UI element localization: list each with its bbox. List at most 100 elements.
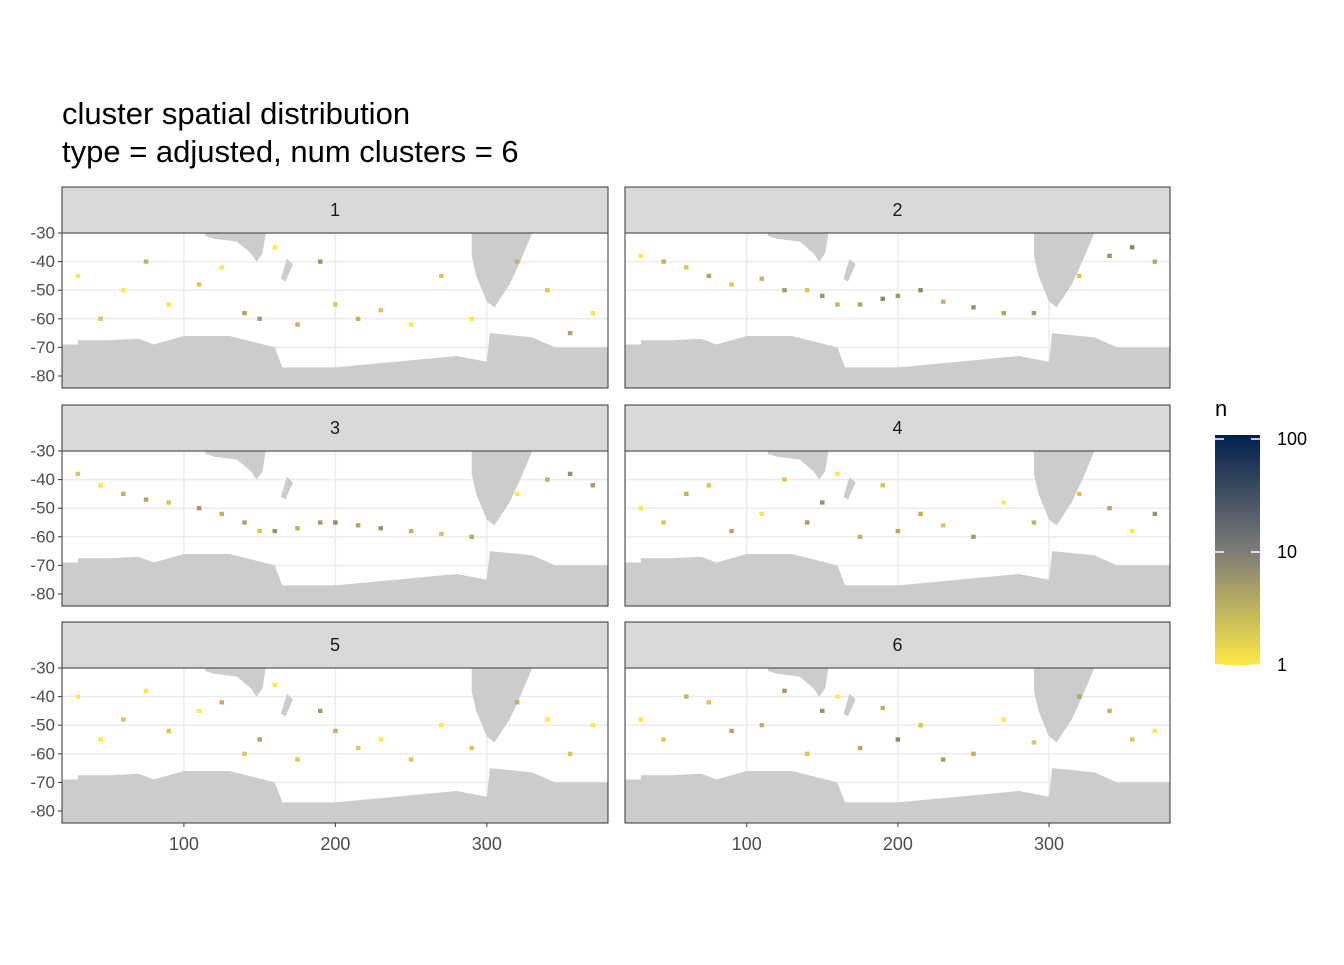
land	[625, 333, 1170, 388]
strip-label: 5	[330, 635, 340, 655]
tile	[75, 694, 81, 699]
colorbar-tick-label: 1	[1277, 655, 1287, 675]
panel-border	[61, 450, 609, 607]
x-tick-label: 200	[320, 834, 350, 854]
tile	[121, 717, 126, 722]
chart-subtitle: type = adjusted, num clusters = 6	[62, 134, 519, 169]
tile	[219, 511, 225, 517]
tile	[918, 511, 923, 517]
tile	[661, 259, 666, 264]
tile	[918, 288, 923, 293]
x-tick-label: 300	[1034, 834, 1064, 854]
tile	[242, 751, 247, 756]
tile	[98, 483, 103, 488]
chart-title: cluster spatial distribution	[62, 96, 410, 131]
y-tick-label: -50	[30, 281, 55, 300]
tile	[317, 708, 323, 714]
tile	[638, 253, 644, 259]
x-tick-label: 300	[472, 834, 502, 854]
tile	[759, 511, 765, 517]
land	[280, 258, 293, 282]
tile	[121, 491, 126, 497]
land	[205, 233, 266, 262]
tile	[590, 483, 596, 488]
tile	[971, 305, 976, 310]
tile	[1031, 310, 1037, 316]
tile	[820, 708, 825, 714]
y-tick-label: -70	[30, 773, 55, 792]
y-tick-label: -40	[30, 470, 55, 489]
tile	[820, 293, 825, 299]
tile	[706, 700, 712, 705]
land	[471, 668, 533, 743]
tile	[729, 728, 734, 734]
tile	[166, 500, 172, 505]
tile	[661, 737, 666, 742]
tile	[706, 483, 712, 488]
colorbar-tick-label: 10	[1277, 542, 1297, 562]
land	[625, 768, 1170, 823]
tile	[729, 528, 734, 534]
land	[625, 551, 1170, 606]
land	[280, 693, 293, 717]
y-tick-label: -80	[30, 584, 55, 603]
strip-label: 1	[330, 200, 340, 220]
tile	[545, 717, 550, 722]
tile	[1001, 310, 1006, 316]
tile	[333, 302, 338, 307]
tile	[880, 483, 886, 488]
tile	[272, 683, 278, 688]
tile	[590, 310, 596, 316]
land	[62, 333, 608, 388]
tile	[1077, 694, 1082, 699]
tile	[804, 751, 810, 756]
tile	[295, 526, 300, 531]
tile	[759, 723, 765, 728]
tile	[835, 302, 840, 307]
y-tick-label: -80	[30, 801, 55, 820]
tile	[1107, 506, 1112, 511]
y-tick-label: -30	[30, 658, 55, 677]
tile	[940, 757, 946, 762]
tile	[895, 293, 901, 299]
tile	[804, 520, 810, 525]
tile	[257, 316, 262, 321]
tile	[514, 700, 520, 705]
tile	[880, 705, 886, 711]
tile	[242, 310, 247, 316]
strip	[624, 404, 1171, 452]
strip-label: 3	[330, 418, 340, 438]
tile	[567, 751, 573, 756]
land	[62, 768, 608, 823]
tile	[880, 296, 886, 301]
tile	[242, 520, 247, 525]
tile	[1031, 740, 1037, 745]
tile	[683, 491, 689, 497]
tile	[567, 471, 573, 477]
strip-label: 6	[892, 635, 902, 655]
tile	[333, 728, 338, 734]
tile	[857, 534, 863, 539]
land	[843, 693, 856, 717]
land	[767, 233, 829, 262]
tile	[683, 694, 689, 699]
tile	[1129, 528, 1135, 534]
tile	[1152, 511, 1158, 517]
tile	[143, 688, 149, 694]
tile	[804, 288, 810, 293]
tile	[143, 259, 149, 264]
tile	[75, 273, 81, 279]
tile	[408, 322, 414, 327]
tile	[378, 737, 384, 742]
tile	[408, 757, 414, 762]
strip-label: 4	[892, 418, 902, 438]
tile	[98, 316, 103, 321]
tile	[75, 471, 81, 477]
panel-border	[61, 232, 609, 389]
land	[1033, 451, 1095, 526]
tile	[439, 531, 444, 537]
tile	[378, 526, 384, 531]
tile	[196, 282, 202, 287]
strip	[624, 621, 1171, 669]
tile	[782, 288, 787, 293]
